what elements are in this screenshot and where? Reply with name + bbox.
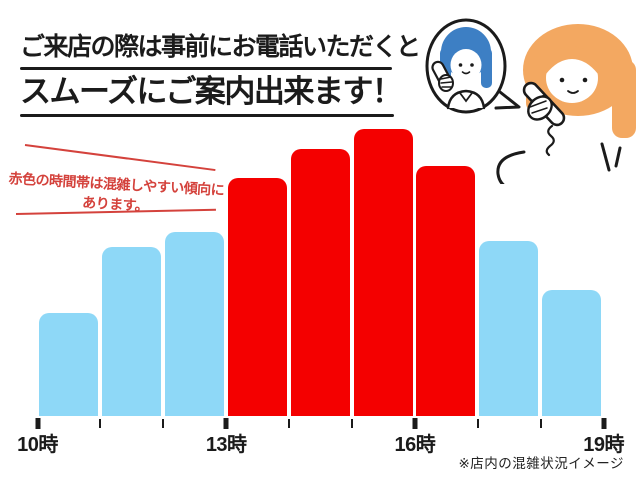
axis-minor-tick [99,419,102,428]
chart-caption: ※店内の混雑状況イメージ [458,456,624,471]
bar-13時台 [227,177,287,416]
phone-cord [545,124,555,157]
title-underline-1 [20,67,392,70]
page-title: ご来店の際は事前にお電話いただくと スムーズにご案内出来ます！ [20,32,421,117]
axis-label-10時: 10時 [17,434,58,456]
axis-minor-tick [351,419,353,428]
staff-face [450,49,482,81]
axis-label-13時: 13時 [205,434,247,456]
staff-icon [431,27,492,110]
customer-face [546,53,598,103]
customer-icon [496,24,636,184]
customer-arm [496,150,526,184]
axis-major-tick [601,418,607,429]
title-underline-2 [20,113,394,117]
phone-call-illustration [425,18,636,184]
bar-10時台 [39,312,98,416]
axis-major-tick [412,418,418,429]
bar-18時台 [542,289,602,416]
title-line-1: ご来店の際は事前にお電話いただくと [20,33,421,61]
bar-12時台 [164,232,224,416]
speech-bubble-tail [494,90,521,110]
axis-minor-tick [476,419,479,428]
title-line-2: スムーズにご案内出来ます！ [20,74,403,109]
note-rule-top [24,144,216,172]
axis-major-tick [35,418,40,429]
bar-11時台 [101,246,161,416]
bar-15時台 [353,129,413,416]
bar-16時台 [416,166,476,416]
axis-minor-tick [288,419,291,428]
axis-label-19時: 19時 [583,434,624,456]
axis-minor-tick [539,419,542,428]
axis-minor-tick [162,419,165,428]
axis-label-16時: 16時 [394,434,436,456]
bar-17時台 [479,240,539,416]
bar-14時台 [290,149,350,416]
axis-major-tick [223,418,229,429]
